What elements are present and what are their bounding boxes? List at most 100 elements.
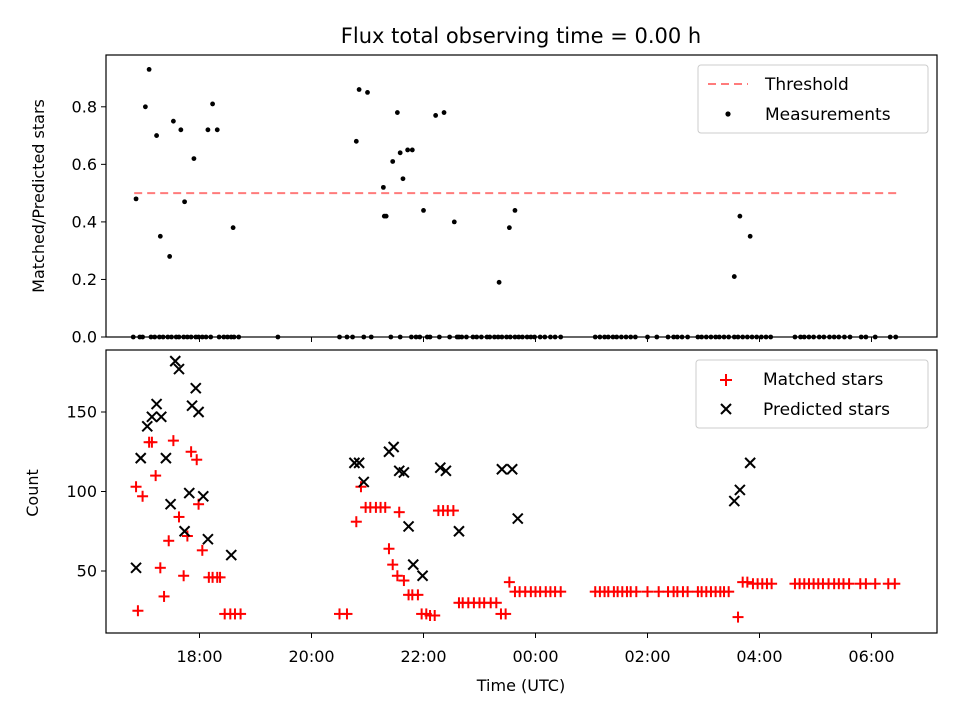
measurement-point	[380, 184, 386, 190]
predicted-star-point	[183, 487, 195, 499]
predicted-star-point	[440, 465, 452, 477]
matched-star-point	[341, 608, 353, 620]
matched-star-point	[630, 586, 642, 598]
bottom-x-ticks: 18:00 20:00 22:00 00:00 02:00 04:00 06:00	[176, 633, 895, 666]
matched-star-point	[398, 575, 410, 587]
bottom-legend-label-matched: Matched stars	[763, 370, 883, 390]
matched-star-point	[869, 578, 881, 590]
bottom-y-tick-label: 100	[66, 482, 97, 501]
matched-star-point	[350, 516, 362, 528]
chart-title: Flux total observing time = 0.00 h	[341, 24, 701, 48]
matched-star-point	[185, 446, 197, 458]
matched-star-point	[723, 586, 735, 598]
matched-star-point	[653, 586, 665, 598]
matched-star-point	[447, 505, 459, 517]
bottom-y-tick-label: 150	[66, 403, 97, 422]
top-legend-label-threshold: Threshold	[764, 75, 849, 95]
x-tick-label: 20:00	[288, 647, 334, 666]
predicted-star-point	[407, 558, 419, 571]
predicted-star-point	[434, 461, 447, 474]
bottom-legend-box	[695, 359, 929, 429]
predicted-star-point	[402, 520, 415, 533]
predicted-star-point	[225, 549, 237, 561]
measurement-point	[400, 176, 406, 182]
measurement-point	[167, 254, 173, 259]
measurement-point	[170, 118, 176, 124]
predicted-star-point	[164, 498, 177, 510]
measurement-point	[214, 127, 220, 133]
top-legend: Threshold Measurements	[697, 64, 929, 134]
matched-star-point	[158, 590, 170, 602]
x-tick-label: 00:00	[512, 647, 558, 666]
measurement-point	[512, 207, 518, 213]
predicted-star-point	[353, 457, 365, 469]
measurement-point	[142, 104, 148, 110]
bottom-y-axis-label: Count	[23, 469, 42, 517]
predicted-star-point	[135, 452, 147, 464]
x-tick-label: 04:00	[736, 647, 782, 666]
predicted-star-point	[178, 525, 191, 537]
measurements-legend-swatch	[725, 111, 731, 117]
top-legend-box	[697, 64, 929, 134]
measurement-point	[210, 101, 215, 107]
bottom-legend-label-predicted: Predicted stars	[763, 400, 890, 420]
matched-star-point	[429, 610, 441, 622]
measurement-point	[191, 156, 197, 161]
predicted-star-point	[387, 441, 400, 453]
top-y-tick-label: 0.6	[72, 155, 97, 174]
measurement-point	[365, 90, 370, 95]
matched-star-point	[490, 597, 502, 609]
predicted-star-point	[141, 420, 153, 433]
predicted-star-point	[416, 570, 429, 582]
matched-star-point	[137, 490, 149, 502]
measurement-point	[405, 147, 411, 153]
matched-star-point	[412, 589, 424, 601]
top-panel: Matched/Predicted stars 0.00.20.40.60.8 …	[29, 54, 938, 347]
measurement-point	[506, 225, 512, 231]
x-tick-label: 22:00	[400, 647, 446, 666]
top-y-tick-label: 0.0	[72, 328, 97, 347]
bottom-y-tick-label: 50	[77, 561, 97, 580]
measurement-point	[230, 225, 236, 231]
matched-legend-swatch	[720, 374, 732, 386]
top-y-tick-label: 0.4	[72, 212, 97, 231]
predicted-star-point	[190, 382, 202, 394]
matched-star-point	[732, 611, 744, 623]
matched-star-point	[214, 571, 226, 583]
measurement-point	[146, 66, 152, 72]
predicted-star-point	[728, 495, 740, 507]
measurement-point	[747, 233, 753, 239]
predicted-legend-swatch	[720, 403, 732, 415]
matched-star-point	[843, 578, 855, 590]
x-axis-label: Time (UTC)	[476, 676, 565, 695]
matched-star-point	[173, 511, 185, 523]
matched-star-point	[181, 530, 193, 542]
measurement-point	[421, 207, 426, 213]
predicted-star-point	[130, 562, 142, 574]
measurement-point	[496, 279, 502, 285]
measurement-point	[182, 199, 187, 205]
predicted-stars-points	[130, 355, 756, 582]
predicted-star-point	[150, 398, 163, 410]
predicted-star-point	[358, 476, 370, 488]
matched-star-point	[130, 481, 142, 493]
matched-star-point	[355, 481, 367, 493]
predicted-star-point	[453, 525, 465, 537]
matched-star-point	[889, 578, 901, 590]
measurement-point	[154, 133, 159, 138]
predicted-star-point	[512, 512, 524, 525]
bottom-panel: Count Time (UTC) 50 100 150 18:00 20:00 22:0…	[23, 349, 938, 695]
predicted-star-point	[398, 466, 410, 479]
matched-star-point	[383, 543, 395, 555]
measurement-point	[381, 213, 387, 219]
matched-star-point	[500, 608, 512, 620]
matched-star-point	[379, 501, 391, 513]
measurement-point	[451, 219, 457, 225]
measurement-point	[178, 127, 184, 133]
predicted-star-point	[202, 533, 214, 545]
matched-star-point	[741, 576, 753, 588]
matched-star-point	[163, 535, 175, 547]
matched-star-point	[860, 578, 872, 590]
x-tick-label: 02:00	[624, 647, 670, 666]
matched-star-point	[178, 570, 190, 582]
